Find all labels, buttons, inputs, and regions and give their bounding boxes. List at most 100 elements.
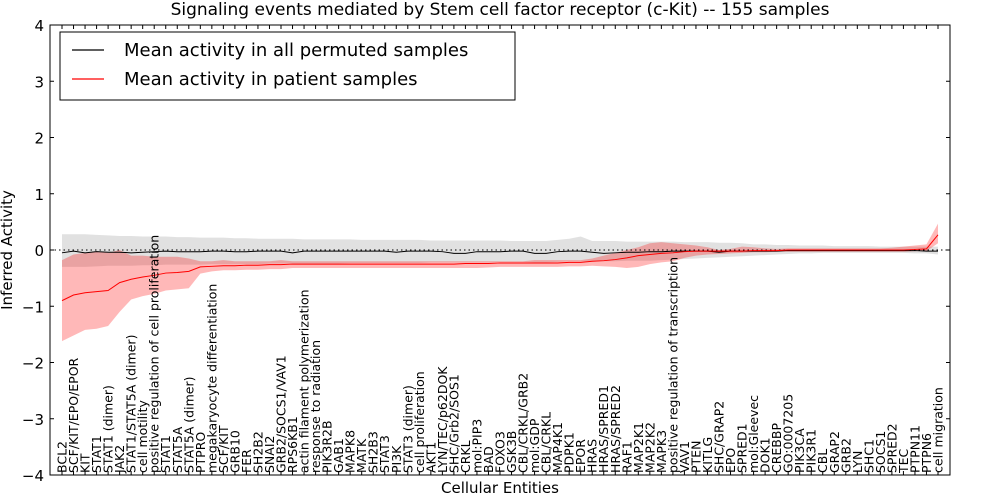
x-tick-label: RAF1 [619, 441, 634, 473]
x-tick-label: SPRED1 [735, 423, 750, 473]
x-tick-label: SOCS1 [873, 431, 888, 473]
x-tick-label: MAP2K2 [642, 422, 657, 473]
x-tick-label: HRAS/SPRED1 [596, 385, 611, 473]
x-tick-label: PIK3R1 [804, 429, 819, 473]
y-tick-label: −1 [22, 298, 44, 316]
band-permuted [62, 234, 938, 267]
x-tick-label: CRKL [458, 440, 473, 473]
x-tick-label: CBL/CRKL [539, 412, 554, 473]
x-tick-label: STAT1/STAT5A (dimer) [124, 335, 139, 473]
x-tick-label: STAT1 (dimer) [101, 385, 116, 473]
line-permuted [61, 250, 938, 254]
y-tick-label: −3 [22, 411, 44, 429]
x-tick-label: LYN [850, 451, 865, 473]
x-tick-label: SH2B3 [366, 431, 381, 473]
x-tick-label: GRB2/SOCS1/VAV1 [274, 355, 289, 473]
x-tick-label: STAT1 [158, 435, 173, 473]
x-tick-label: SHC/Grb2/SOS1 [446, 374, 461, 473]
x-tick-label: JAK2 [112, 445, 127, 474]
y-axis-ticks: −4 −3 −2 −1 0 1 2 3 4 [22, 17, 950, 485]
x-tick-label: SCF/KIT/EPO/EPOR [66, 357, 81, 473]
x-tick-label: PI3K [389, 445, 404, 473]
x-tick-label: PIK3R2B [320, 420, 335, 473]
x-tick-label: cell motility [135, 399, 150, 473]
x-tick-label: VAV1 [677, 441, 692, 473]
y-tick-label: −2 [22, 355, 44, 373]
x-tick-label: SH2B2 [250, 431, 265, 473]
x-tick-label: KIT [78, 453, 93, 473]
y-axis-label: Inferred Activity [0, 190, 16, 310]
x-tick-label: BAD [481, 446, 496, 473]
x-tick-label: GRB10 [227, 430, 242, 473]
x-tick-label: GAB1 [331, 438, 346, 473]
x-tick-label: MAP2K1 [631, 422, 646, 473]
y-tick-label: 4 [34, 17, 44, 35]
x-tick-label: MATK [354, 438, 369, 473]
x-tick-label: GRB2 [838, 438, 853, 473]
x-tick-label: EPO [723, 448, 738, 473]
x-tick-label: SPRED2 [884, 423, 899, 473]
x-tick-label: HRAS/SPRED2 [608, 385, 623, 473]
x-axis-label: Cellular Entities [441, 479, 559, 497]
x-tick-label: actin filament polymerization [297, 289, 312, 473]
x-tick-label: BCL2 [55, 441, 70, 473]
x-tick-label: mol:GDP [527, 418, 542, 473]
x-tick-label: KITLG [700, 437, 715, 473]
x-tick-label: positive regulation of cell proliferatio… [147, 235, 162, 473]
x-tick-label: PTEN [688, 441, 703, 473]
x-tick-label: SCF/KIT [216, 425, 231, 473]
x-tick-label: GRAP2 [827, 431, 842, 473]
x-tick-label: FER [239, 449, 254, 473]
y-tick-label: 1 [34, 186, 44, 204]
x-tick-label: AKT1 [423, 442, 438, 473]
x-tick-label: megakaryocyte differentiation [204, 284, 219, 473]
x-tick-label: mol:PIP3 [469, 419, 484, 473]
x-tick-label: GSK3B [504, 431, 519, 473]
x-tick-label: HRAS [585, 439, 600, 473]
x-tick-label: cell proliferation [412, 371, 427, 473]
x-tick-label: RPS6KB1 [285, 416, 300, 473]
line-patient [61, 234, 939, 302]
x-tick-label: PTPN11 [907, 425, 922, 473]
x-tick-label: STAT5A [170, 426, 185, 473]
x-tick-label: LYN/TEC/p62DOK [435, 366, 450, 473]
x-tick-label: PDPK1 [562, 432, 577, 473]
x-tick-label: mol:Gleevec [746, 395, 761, 473]
y-tick-label: 2 [34, 130, 44, 148]
legend-label: Mean activity in all permuted samples [124, 40, 468, 61]
x-tick-label: PIK3CA [792, 428, 807, 473]
x-tick-label: STAT3 (dimer) [400, 385, 415, 473]
legend-box [59, 31, 516, 101]
series-lines [61, 234, 939, 302]
x-tick-label: EPOR [573, 439, 588, 473]
x-tick-label: PTPN6 [919, 433, 934, 473]
x-tick-label: FOXO3 [493, 431, 508, 473]
x-tick-label: SHC1 [861, 439, 876, 473]
x-tick-label: MAP4K1 [550, 422, 565, 473]
x-tick-label: CBL/CRKL/GRB2 [516, 373, 531, 473]
x-tick-label: STAT1 [89, 435, 104, 473]
y-tick-label: −4 [22, 467, 44, 485]
legend-label: Mean activity in patient samples [124, 69, 418, 90]
x-tick-label: MAPK8 [343, 430, 358, 473]
x-tick-label: GO:0007205 [781, 394, 796, 473]
x-tick-label: cell migration [931, 387, 946, 473]
legend: Mean activity in all permuted samples Mea… [59, 31, 516, 101]
x-tick-label: TEC [896, 448, 911, 474]
activity-bands [62, 223, 938, 342]
x-tick-label: positive regulation of transcription [665, 257, 680, 473]
x-tick-label: SHC/GRAP2 [712, 401, 727, 473]
x-tick-label: STAT5A (dimer) [181, 377, 196, 473]
chart-title: Signaling events mediated by Stem cell f… [171, 0, 830, 20]
band-patient [62, 223, 938, 342]
x-tick-label: response to radiation [308, 340, 323, 473]
x-tick-label: MAPK3 [654, 430, 669, 473]
x-tick-label: DOK1 [758, 437, 773, 473]
y-tick-label: 0 [34, 242, 44, 260]
x-tick-label: CREBBP [769, 423, 784, 473]
x-tick-label: STAT3 [377, 435, 392, 473]
x-tick-label: PTPRO [193, 432, 208, 473]
y-tick-label: 3 [34, 73, 44, 91]
